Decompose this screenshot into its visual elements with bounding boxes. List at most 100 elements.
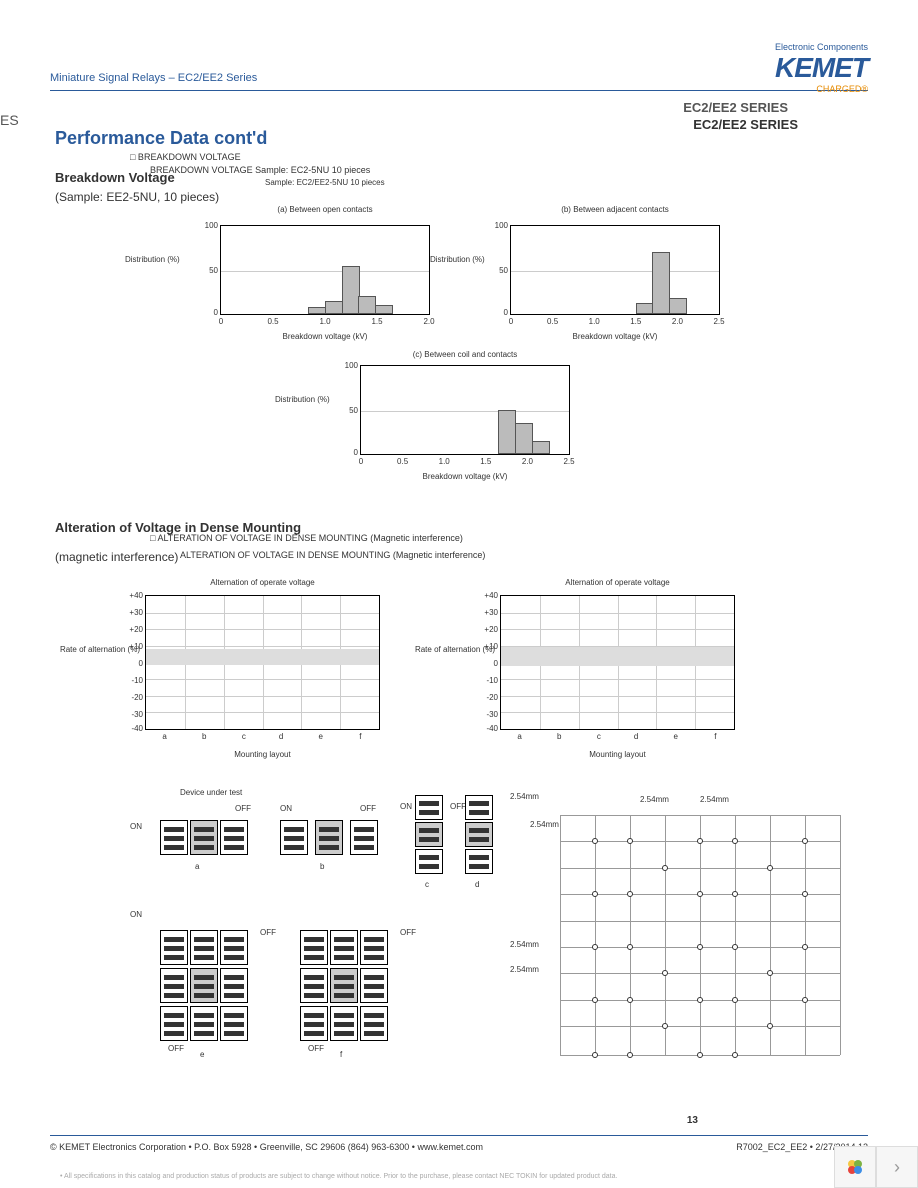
- nav-home-button[interactable]: [834, 1146, 876, 1188]
- xtick: a: [150, 729, 180, 741]
- relay: [160, 968, 188, 1003]
- header-divider: [50, 90, 868, 91]
- ytick: +10: [116, 642, 146, 651]
- section2-sub3: ALTERATION OF VOLTAGE IN DENSE MOUNTING …: [180, 550, 485, 560]
- chevron-right-icon: ›: [894, 1157, 900, 1178]
- chart-b-ylabel: Distribution (%): [430, 255, 485, 264]
- ytick: -40: [116, 724, 146, 733]
- xtick: c: [229, 729, 259, 741]
- ytick: +20: [116, 625, 146, 634]
- chart-b-xlabel: Breakdown voltage (kV): [510, 332, 720, 341]
- xtick: 0.5: [258, 314, 288, 326]
- relay: [220, 930, 248, 965]
- layout-d: d: [475, 880, 479, 889]
- xtick: 2.0: [512, 454, 542, 466]
- chart-c-xlabel: Breakdown voltage (kV): [360, 472, 570, 481]
- pitch-label: 2.54mm: [510, 792, 539, 801]
- ytick: +30: [116, 608, 146, 617]
- bar: [515, 423, 533, 454]
- xtick: d: [266, 729, 296, 741]
- pitch-label: 2.54mm: [700, 795, 729, 804]
- section2-sub2: (magnetic interference): [55, 550, 178, 564]
- pitch-label: 2.54mm: [530, 820, 559, 829]
- xtick: e: [306, 729, 336, 741]
- bar: [358, 296, 376, 314]
- chart-a-title: (a) Between open contacts: [220, 205, 430, 214]
- lc2-xlabel: Mounting layout: [500, 750, 735, 759]
- xtick: f: [345, 729, 375, 741]
- ytick: +40: [116, 591, 146, 600]
- relay: [160, 820, 188, 855]
- linechart-1: +40 +30 +20 +10 0 -10 -20 -30 -40 a b c …: [145, 595, 380, 730]
- off-label: OFF: [400, 928, 416, 937]
- relay: [190, 930, 218, 965]
- lc2-title: Alternation of operate voltage: [500, 578, 735, 587]
- footer-divider: [50, 1135, 868, 1136]
- ytick: -30: [116, 710, 146, 719]
- logo-tagline: Electronic Components: [775, 42, 868, 52]
- chart-a: 100 50 0 0 0.5 1.0 1.5 2.0: [220, 225, 430, 315]
- series-ghost-text-2: EC2/EE2 SERIES: [693, 117, 798, 132]
- xtick: 1.0: [579, 314, 609, 326]
- xtick: 1.5: [621, 314, 651, 326]
- relay: [280, 820, 308, 855]
- xtick: f: [700, 729, 730, 741]
- xtick: 1.0: [429, 454, 459, 466]
- lc1-xlabel: Mounting layout: [145, 750, 380, 759]
- data-band: [501, 647, 734, 667]
- pitch-label: 2.54mm: [510, 965, 539, 974]
- relay-dut: [415, 822, 443, 847]
- relay: [190, 1006, 218, 1041]
- xtick: 1.0: [310, 314, 340, 326]
- layout-c: c: [425, 880, 429, 889]
- relay-dut: [330, 968, 358, 1003]
- relay: [465, 795, 493, 820]
- bar: [375, 305, 393, 314]
- off-label: OFF: [308, 1044, 324, 1053]
- es-ghost: ES: [0, 112, 19, 128]
- ytick: +20: [471, 625, 501, 634]
- xtick: b: [544, 729, 574, 741]
- data-band: [146, 649, 379, 665]
- xtick: 0.5: [538, 314, 568, 326]
- bar: [342, 266, 360, 314]
- relay: [220, 820, 248, 855]
- xtick: 2.0: [414, 314, 444, 326]
- bar: [325, 301, 343, 314]
- breakdown-small: □ BREAKDOWN VOLTAGE: [130, 152, 241, 162]
- xtick: 2.0: [662, 314, 692, 326]
- xtick: 0: [496, 314, 526, 326]
- chart-b: 100 50 0 0 0.5 1.0 1.5 2.0 2.5: [510, 225, 720, 315]
- section-title: Performance Data cont'd: [55, 128, 267, 149]
- xtick: a: [505, 729, 535, 741]
- relay-dut: [315, 820, 343, 855]
- bar: [636, 303, 654, 314]
- on-label: ON: [280, 804, 292, 813]
- on-label: ON: [130, 822, 142, 831]
- layout-a: a: [195, 862, 199, 871]
- ytick: 100: [481, 221, 511, 230]
- ytick: -40: [471, 724, 501, 733]
- xtick: 0: [206, 314, 236, 326]
- chart-a-xlabel: Breakdown voltage (kV): [220, 332, 430, 341]
- off-label: OFF: [450, 802, 466, 811]
- relay: [415, 795, 443, 820]
- page-ghost: 13: [687, 1115, 698, 1126]
- pitch-label: 2.54mm: [640, 795, 669, 804]
- ytick: 100: [191, 221, 221, 230]
- ytick: 100: [331, 361, 361, 370]
- logo-text: KEMET: [775, 52, 868, 84]
- nav-widget: ›: [834, 1146, 918, 1188]
- ytick: -10: [471, 676, 501, 685]
- relay: [220, 1006, 248, 1041]
- relay: [300, 968, 328, 1003]
- callout-dut: Device under test: [180, 788, 242, 797]
- logo-subtext: CHARGED®: [775, 84, 868, 94]
- relay: [360, 968, 388, 1003]
- relay-dut: [465, 822, 493, 847]
- bar: [308, 307, 326, 314]
- chart-c-ylabel: Distribution (%): [275, 395, 330, 404]
- off-label: OFF: [360, 804, 376, 813]
- nav-next-button[interactable]: ›: [876, 1146, 918, 1188]
- chart-b-title: (b) Between adjacent contacts: [510, 205, 720, 214]
